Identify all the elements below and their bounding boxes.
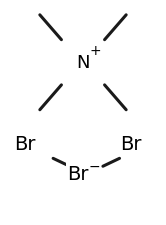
Text: −: −: [89, 160, 100, 173]
Text: Br: Br: [14, 135, 36, 153]
Text: Br: Br: [120, 135, 142, 153]
Text: Br: Br: [67, 164, 89, 183]
Text: N: N: [76, 54, 90, 72]
Text: +: +: [89, 44, 101, 58]
